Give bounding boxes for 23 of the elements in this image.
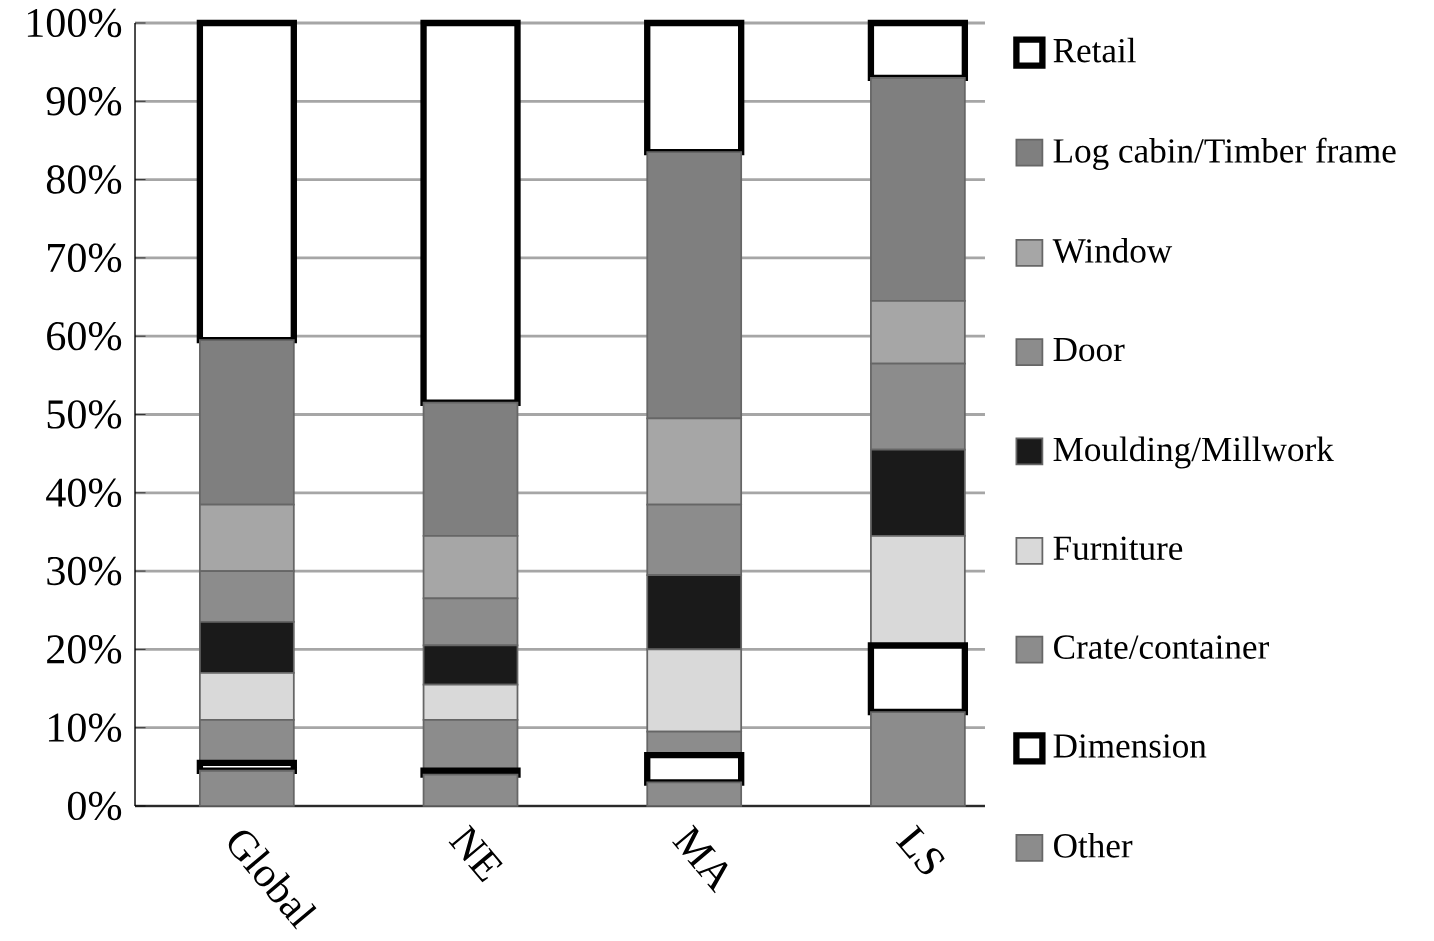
y-tick-label: 60% <box>47 321 122 351</box>
y-tick-label: 20% <box>47 635 122 664</box>
legend-label: Dimension <box>1053 734 1207 758</box>
legend-label: Retail <box>1053 37 1136 63</box>
legend-label: Log cabin/Timber frame <box>1053 137 1396 171</box>
y-tick-label: 100% <box>27 8 122 38</box>
x-tick-label: NE <box>448 824 503 883</box>
y-tick-label: 80% <box>46 165 122 194</box>
y-tick-label: 50% <box>47 400 122 429</box>
x-tick-label: MA <box>672 824 728 894</box>
legend-label: Furniture <box>1053 536 1183 561</box>
legend-label: Door <box>1053 337 1125 362</box>
y-tick-label: 30% <box>47 556 122 586</box>
legend-label: Window <box>1052 237 1173 263</box>
y-tick-label: 0% <box>67 791 122 821</box>
y-tick-label: 90% <box>46 86 122 116</box>
legend-label: Other <box>1054 832 1133 858</box>
x-tick-label: LS <box>895 824 945 875</box>
y-tick-label: 10% <box>48 713 122 742</box>
y-tick-label: 70% <box>48 243 122 273</box>
y-tick-label: 40% <box>46 478 122 508</box>
legend-label: Crate/container <box>1054 635 1269 659</box>
legend-label: Moulding/Millwork <box>1053 436 1334 469</box>
